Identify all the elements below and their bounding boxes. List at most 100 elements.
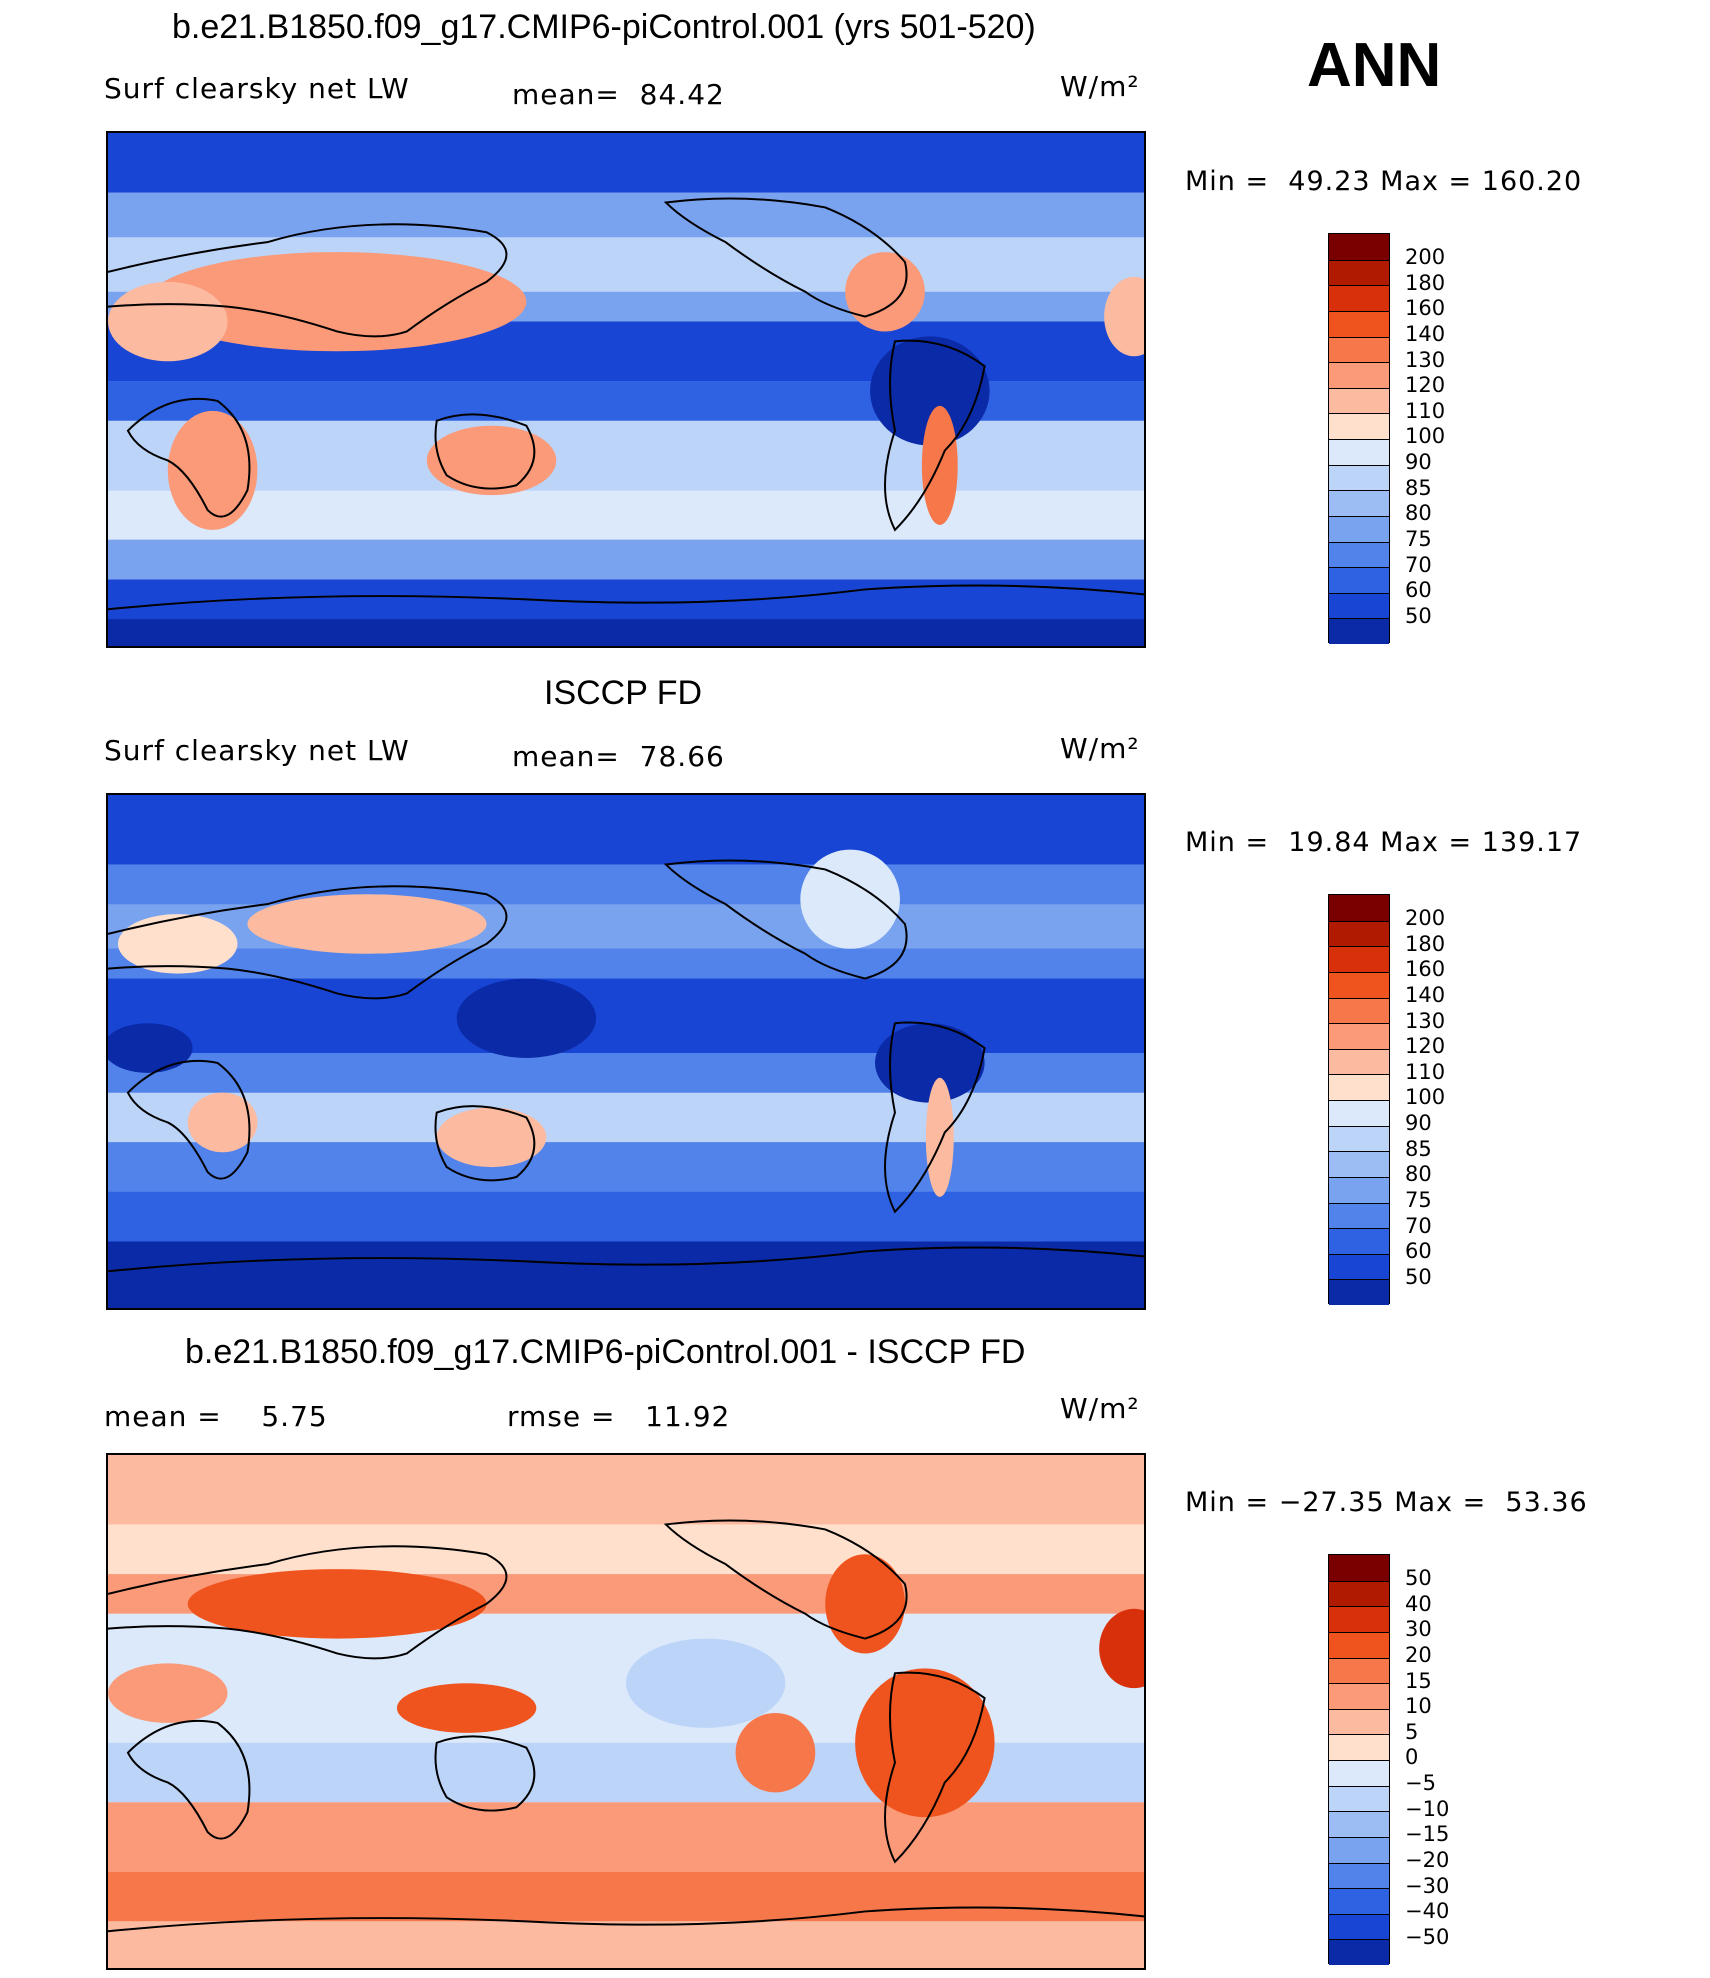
panel3-colorbar-tick-label: 5 bbox=[1405, 1719, 1419, 1744]
panel1-colorbar-tick-label: 140 bbox=[1405, 321, 1446, 346]
panel1-colorbar-swatch bbox=[1329, 336, 1389, 363]
panel2-variable: Surf clearsky net LW bbox=[104, 734, 410, 767]
panel1-colorbar-swatch bbox=[1329, 387, 1389, 414]
panel2-field bbox=[108, 795, 1144, 1308]
panel1-colorbar-swatch bbox=[1329, 567, 1389, 593]
panel1-colorbar-tick-label: 60 bbox=[1405, 578, 1432, 603]
panel2-colorbar-tick-label: 120 bbox=[1405, 1034, 1446, 1059]
panel2-colorbar-swatch bbox=[1329, 946, 1389, 972]
panel2-minmax: Min = 19.84 Max = 139.17 bbox=[1185, 827, 1583, 858]
panel3-colorbar-swatch bbox=[1329, 1606, 1389, 1632]
panel1-colorbar-tick-label: 180 bbox=[1405, 270, 1446, 295]
panel2-colorbar-swatch bbox=[1329, 1074, 1389, 1100]
panel2-colorbar-swatch bbox=[1329, 1228, 1389, 1254]
panel2-map bbox=[106, 793, 1146, 1310]
panel2-colorbar-tick-label: 110 bbox=[1405, 1059, 1446, 1084]
panel3-field bbox=[108, 1455, 1144, 1968]
panel3-colorbar-swatch bbox=[1329, 1888, 1389, 1914]
panel1-colorbar-tick-label: 80 bbox=[1405, 501, 1432, 526]
panel2-colorbar-swatch bbox=[1329, 1125, 1389, 1152]
panel1-colorbar-swatch bbox=[1329, 592, 1389, 619]
panel1-colorbar-tick-label: 85 bbox=[1405, 475, 1432, 500]
panel2-colorbar-labels: 200 180 160 140 130 120 110 100 90 85 80 75 70 60 50 bbox=[1405, 906, 1445, 1290]
panel1-colorbar-swatch bbox=[1329, 439, 1389, 465]
panel3-colorbar-tick-label: −40 bbox=[1405, 1899, 1450, 1924]
panel1-colorbar-swatch bbox=[1329, 310, 1389, 337]
panel3-colorbar-tick-label: −20 bbox=[1405, 1847, 1450, 1872]
panel3-colorbar-swatch bbox=[1329, 1939, 1389, 1965]
panel2-colorbar-tick-label: 130 bbox=[1405, 1008, 1446, 1033]
panel2-colorbar-tick-label: 90 bbox=[1405, 1111, 1432, 1135]
panel1-colorbar-tick-label: 75 bbox=[1405, 526, 1432, 551]
panel1-colorbar-tick-label: 110 bbox=[1405, 398, 1446, 423]
panel2-mean: mean= 78.66 bbox=[512, 740, 725, 773]
panel1-colorbar-tick-label: 160 bbox=[1405, 296, 1446, 321]
panel2-colorbar-tick-label: 85 bbox=[1405, 1136, 1432, 1161]
panel3-colorbar-tick-label: 20 bbox=[1405, 1642, 1432, 1667]
panel3-colorbar-swatch bbox=[1329, 1683, 1389, 1709]
panel1-colorbar-swatch bbox=[1329, 234, 1389, 260]
panel3-colorbar-tick-label: 15 bbox=[1405, 1668, 1432, 1693]
panel3-colorbar-swatch bbox=[1329, 1785, 1389, 1812]
panel1-colorbar-tick-label: 120 bbox=[1405, 373, 1446, 398]
panel2-colorbar-swatch bbox=[1329, 1202, 1389, 1229]
panel3-mean: mean = 5.75 bbox=[104, 1400, 328, 1433]
panel3-units: W/m² bbox=[1060, 1392, 1140, 1425]
panel1-units: W/m² bbox=[1060, 70, 1140, 103]
panel1-field bbox=[108, 133, 1144, 646]
panel3-colorbar-tick-label: 0 bbox=[1405, 1745, 1419, 1770]
panel1-map bbox=[106, 131, 1146, 648]
panel1-colorbar-tick-label: 200 bbox=[1405, 245, 1446, 269]
panel1-colorbar-swatch bbox=[1329, 541, 1389, 568]
panel2-colorbar-swatch bbox=[1329, 997, 1389, 1024]
panel3-colorbar-swatch bbox=[1329, 1913, 1389, 1940]
panel2-colorbar-swatch bbox=[1329, 971, 1389, 998]
panel3-colorbar-labels: 50 40 30 20 15 10 5 0 −5 −10 −15 −20 −30 −40 −50 bbox=[1405, 1566, 1449, 1950]
panel3-colorbar-swatch bbox=[1329, 1657, 1389, 1684]
panel2-colorbar-swatch bbox=[1329, 1023, 1389, 1049]
panel1-colorbar-tick-label: 90 bbox=[1405, 450, 1432, 474]
case-title: b.e21.B1850.f09_g17.CMIP6-piControl.001 … bbox=[172, 8, 1036, 46]
panel3-colorbar-swatch bbox=[1329, 1734, 1389, 1760]
panel1-colorbar-tick-label: 70 bbox=[1405, 552, 1432, 577]
panel3-minmax: Min = −27.35 Max = 53.36 bbox=[1185, 1487, 1588, 1518]
panel3-colorbar-tick-label: −50 bbox=[1405, 1924, 1450, 1949]
panel1-colorbar-swatch bbox=[1329, 362, 1389, 388]
panel3-map bbox=[106, 1453, 1146, 1970]
panel3-colorbar-tick-label: 40 bbox=[1405, 1591, 1432, 1616]
panel1-colorbar-swatch bbox=[1329, 285, 1389, 311]
panel2-colorbar-swatch bbox=[1329, 1151, 1389, 1177]
panel3-title: b.e21.B1850.f09_g17.CMIP6-piControl.001 … bbox=[185, 1333, 1026, 1371]
panel1-colorbar-swatch bbox=[1329, 464, 1389, 491]
panel1-colorbar-tick-label: 100 bbox=[1405, 424, 1446, 449]
panel1-colorbar-swatch bbox=[1329, 618, 1389, 644]
panel2-colorbar-tick-label: 180 bbox=[1405, 931, 1446, 956]
panel3-colorbar-swatch bbox=[1329, 1580, 1389, 1607]
panel2-colorbar-swatch bbox=[1329, 1279, 1389, 1305]
panel1-colorbar-swatch bbox=[1329, 413, 1389, 439]
panel2-colorbar-swatch bbox=[1329, 1176, 1389, 1203]
panel3-colorbar-tick-label: −10 bbox=[1405, 1796, 1450, 1821]
panel2-colorbar-tick-label: 160 bbox=[1405, 957, 1446, 982]
panel3-colorbar-tick-label: −30 bbox=[1405, 1873, 1450, 1898]
panel2-colorbar-tick-label: 60 bbox=[1405, 1239, 1432, 1264]
panel1-colorbar-swatch bbox=[1329, 515, 1389, 542]
season-label: ANN bbox=[1307, 31, 1442, 100]
panel1-mean: mean= 84.42 bbox=[512, 78, 725, 111]
panel3-colorbar-tick-label: 10 bbox=[1405, 1694, 1432, 1719]
panel3-colorbar-tick-label: −15 bbox=[1405, 1822, 1450, 1847]
panel2-colorbar-tick-label: 140 bbox=[1405, 982, 1446, 1007]
panel1-colorbar bbox=[1328, 233, 1390, 644]
panel2-colorbar-tick-label: 200 bbox=[1405, 906, 1446, 930]
panel2-colorbar-swatch bbox=[1329, 1100, 1389, 1126]
panel2-colorbar-swatch bbox=[1329, 1253, 1389, 1280]
panel2-colorbar-tick-label: 80 bbox=[1405, 1162, 1432, 1187]
panel2-colorbar bbox=[1328, 894, 1390, 1305]
panel3-rmse: rmse = 11.92 bbox=[507, 1400, 731, 1433]
panel3-colorbar-swatch bbox=[1329, 1555, 1389, 1581]
panel3-colorbar-swatch bbox=[1329, 1760, 1389, 1786]
panel3-colorbar-swatch bbox=[1329, 1708, 1389, 1735]
panel3-colorbar-swatch bbox=[1329, 1836, 1389, 1863]
panel2-colorbar-tick-label: 50 bbox=[1405, 1264, 1432, 1289]
panel1-colorbar-swatch bbox=[1329, 490, 1389, 516]
